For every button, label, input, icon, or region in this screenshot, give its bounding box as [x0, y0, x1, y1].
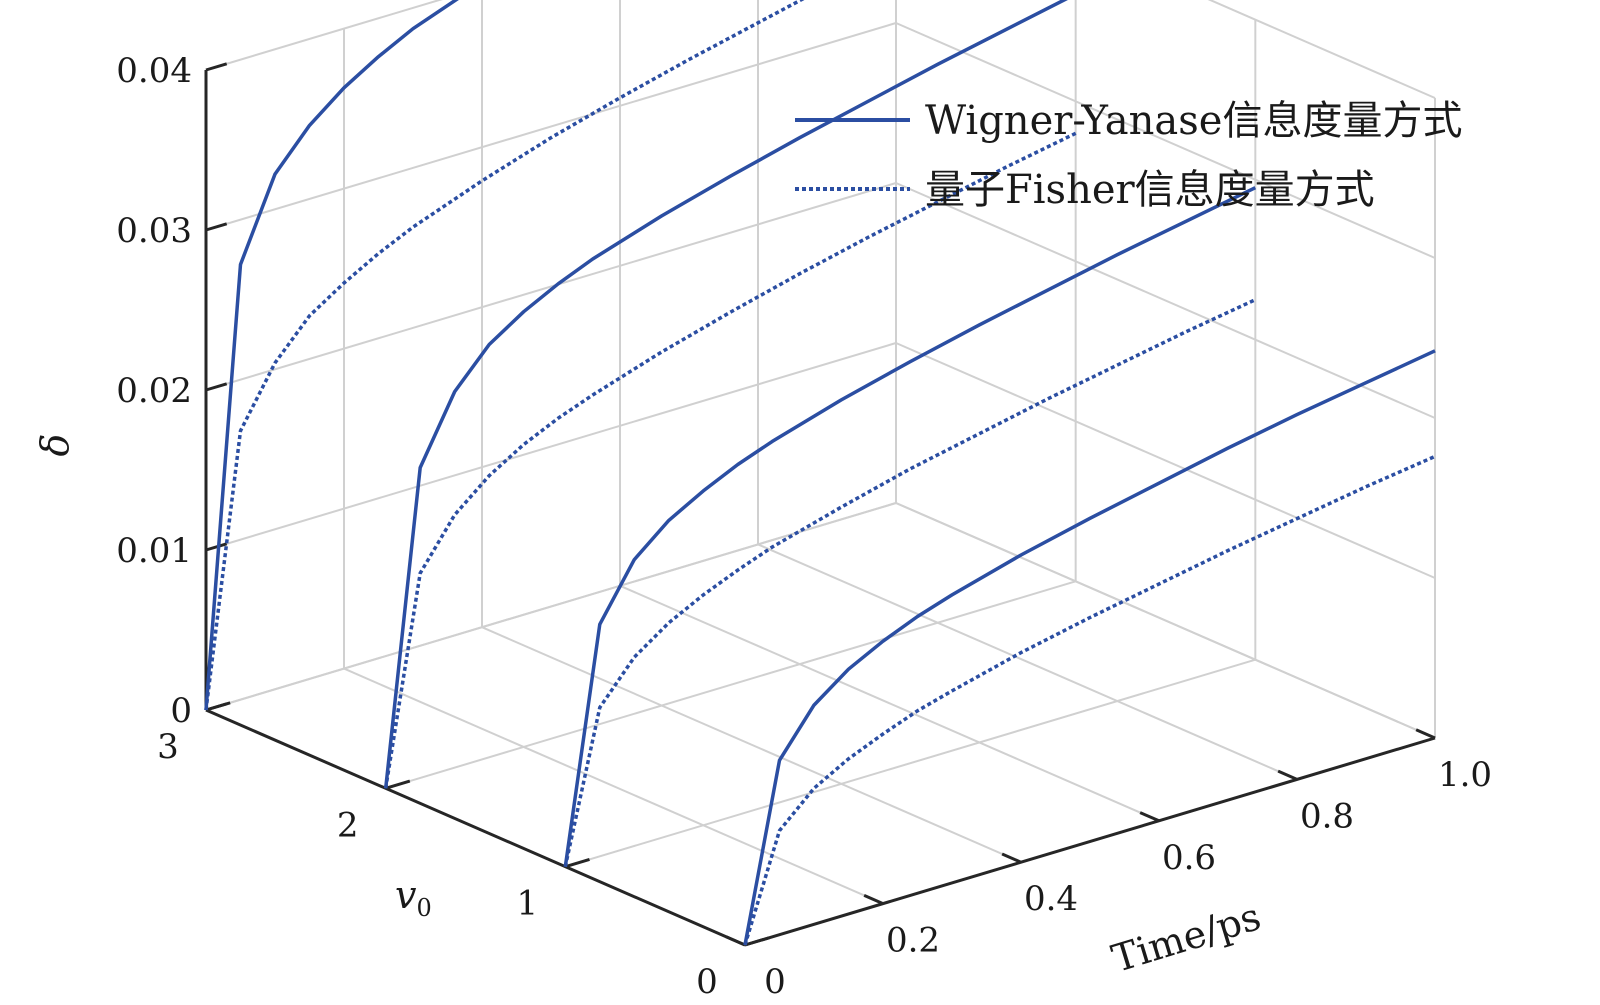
- z-tick-label: 0.04: [116, 51, 192, 91]
- y-tick-mark: [564, 857, 590, 869]
- series-line-quantum-fisher: [383, 131, 1077, 789]
- x-tick-mark: [863, 894, 884, 905]
- x-axis-line: [744, 736, 1436, 947]
- z-tick-label: 0: [170, 691, 192, 731]
- grid-line: [205, 502, 897, 711]
- grid-line: [757, 543, 1298, 781]
- x-tick-label: 0: [764, 962, 786, 1000]
- x-axis-title: Time/ps: [1107, 894, 1266, 981]
- grid-line: [343, 667, 884, 905]
- x-tick-mark: [1001, 852, 1022, 864]
- y-tick-label: 0: [696, 962, 718, 1000]
- legend-label-wigner-yanase: Wigner-Yanase信息度量方式: [925, 98, 1462, 144]
- grid-line: [895, 22, 1436, 259]
- series-line-wigner-yanase: [563, 186, 1257, 867]
- grid-line: [895, 182, 1436, 419]
- y-axis-line: [205, 708, 746, 947]
- x-tick-mark: [725, 935, 746, 947]
- grid-line: [205, 0, 443, 71]
- series-line-wigner-yanase: [383, 0, 1068, 789]
- z-tick-label: 0.03: [116, 211, 192, 251]
- series-line-quantum-fisher: [204, 0, 805, 711]
- grid-line: [895, 502, 1436, 739]
- y-tick-label: 3: [157, 727, 179, 767]
- z-tick-mark: [205, 62, 228, 72]
- grid-line: [205, 342, 897, 551]
- series-line-wigner-yanase: [743, 349, 1436, 946]
- legend-label-quantum-fisher: 量子Fisher信息度量方式: [925, 167, 1375, 213]
- x-tick-label: 0.8: [1300, 796, 1354, 836]
- z-tick-mark: [205, 702, 228, 712]
- grid-line: [385, 580, 1076, 790]
- grid-line: [565, 658, 1256, 868]
- y-tick-mark: [744, 936, 770, 947]
- z-tick-mark: [205, 222, 228, 232]
- x-tick-mark: [1415, 728, 1436, 740]
- series-line-quantum-fisher: [743, 454, 1436, 946]
- data-series: [204, 0, 1436, 946]
- y-tick-label: 2: [337, 805, 359, 845]
- z-tick-mark: [205, 542, 228, 552]
- y-axis-title-main: v: [395, 873, 417, 917]
- x-tick-mark: [1139, 811, 1160, 823]
- z-tick-label: 0.02: [116, 371, 192, 411]
- x-tick-mark: [1277, 769, 1298, 781]
- x-tick-label: 0.4: [1024, 879, 1078, 919]
- y-tick-label: 1: [517, 884, 539, 924]
- x-tick-label: 1.0: [1438, 755, 1492, 795]
- grid-line: [205, 22, 897, 231]
- series-line-wigner-yanase: [204, 0, 459, 711]
- grid-line: [619, 584, 1160, 822]
- grid-line: [205, 182, 897, 391]
- y-axis-title-subscript: 0: [416, 894, 431, 922]
- z-axis-title: δ: [33, 434, 77, 457]
- series-line-quantum-fisher: [563, 298, 1257, 868]
- x-tick-label: 0.2: [886, 921, 940, 961]
- y-tick-mark: [385, 779, 411, 790]
- x-tick-label: 0.6: [1162, 838, 1216, 878]
- grid-line: [1207, 0, 1436, 99]
- legend: Wigner-Yanase信息度量方式 量子Fisher信息度量方式: [795, 98, 1462, 213]
- z-tick-mark: [205, 382, 228, 392]
- grid-line: [895, 342, 1436, 579]
- y-axis-title: v0: [395, 873, 432, 922]
- axes: [204, 62, 1436, 947]
- grid-line: [481, 626, 1022, 864]
- z-tick-label: 0.01: [116, 531, 192, 571]
